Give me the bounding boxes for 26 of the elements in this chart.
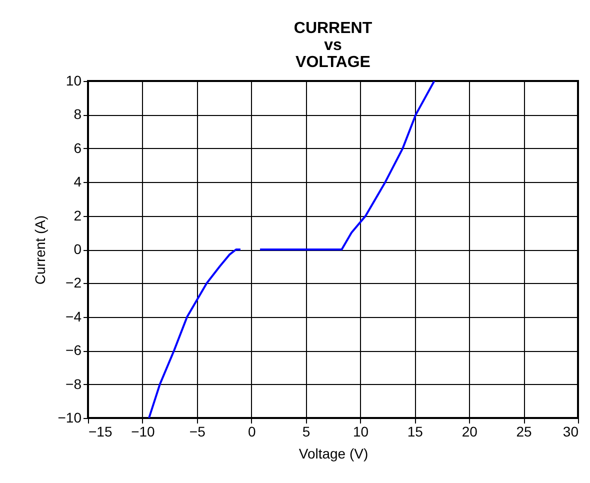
x-tick-label: −5 bbox=[189, 424, 206, 440]
x-tick-label: 5 bbox=[302, 424, 310, 440]
y-tick-label: −4 bbox=[66, 308, 82, 324]
y-tick-label: −10 bbox=[58, 410, 82, 426]
y-tick-label: 2 bbox=[74, 207, 82, 224]
y-axis-title: Current (A) bbox=[32, 215, 48, 285]
y-tick-label: −6 bbox=[66, 342, 82, 358]
y-tick-label: 0 bbox=[74, 241, 82, 257]
x-tick-label: 15 bbox=[407, 424, 424, 440]
x-tick-label: 30 bbox=[562, 424, 579, 440]
y-tick-label: 10 bbox=[66, 72, 82, 88]
x-tick-label: 0 bbox=[248, 424, 256, 440]
x-tick-label: 10 bbox=[352, 424, 369, 440]
x-tick-label: −10 bbox=[131, 424, 156, 440]
x-tick-label: 25 bbox=[516, 424, 532, 440]
y-tick-label: 4 bbox=[74, 174, 82, 190]
y-tick-label: −2 bbox=[66, 274, 82, 291]
x-tick-label: −15 bbox=[88, 424, 112, 440]
x-tick-label: 20 bbox=[462, 424, 478, 440]
x-axis-title: Voltage (V) bbox=[298, 446, 368, 462]
line-series bbox=[148, 248, 242, 418]
chart-title: CURRENT vs VOLTAGE bbox=[294, 20, 372, 71]
y-tick-label: 6 bbox=[74, 140, 82, 156]
y-tick-label: 8 bbox=[74, 106, 82, 122]
y-tick-label: −8 bbox=[66, 376, 82, 392]
line-series bbox=[259, 81, 436, 250]
